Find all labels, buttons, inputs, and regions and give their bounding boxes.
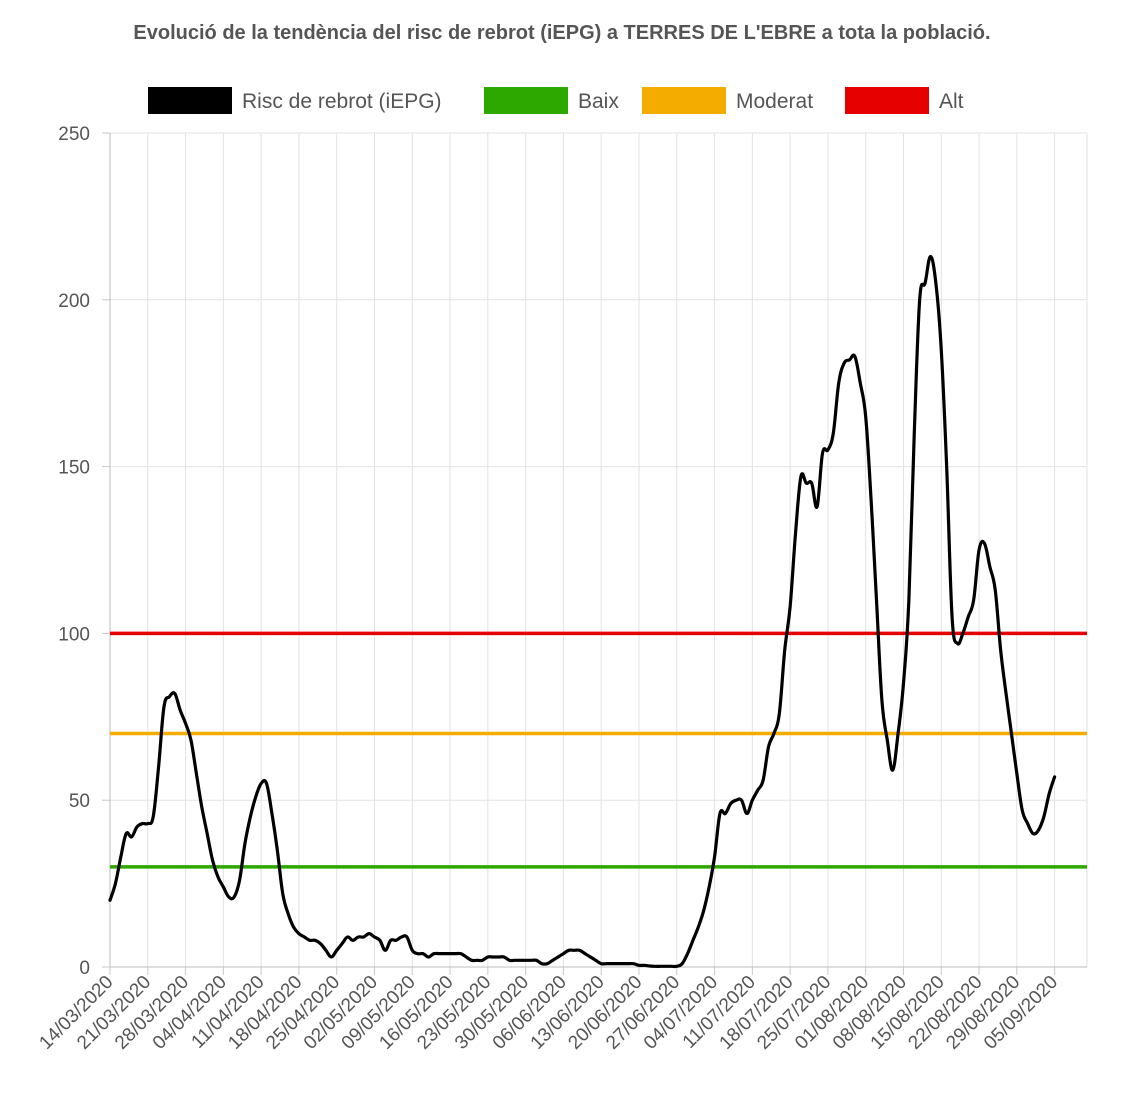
legend-item[interactable]: Baix (484, 87, 619, 114)
y-tick-label: 150 (58, 458, 90, 479)
series-layer (108, 254, 1087, 969)
legend-swatch (484, 87, 568, 114)
chart-title: Evolució de la tendència del risc de reb… (133, 22, 991, 44)
y-tick-label: 100 (58, 624, 90, 645)
legend[interactable]: Risc de rebrot (iEPG) Baix Moderat Alt (148, 87, 964, 114)
y-tick-label: 200 (58, 291, 90, 312)
y-tick-label: 50 (69, 791, 90, 812)
y-tick-label: 250 (58, 124, 90, 145)
grid-layer (109, 132, 1088, 968)
legend-item[interactable]: Moderat (642, 87, 813, 114)
series-line-iepg (108, 254, 1057, 969)
legend-label: Baix (578, 90, 619, 113)
legend-swatch (845, 87, 929, 114)
y-tick-label: 0 (79, 958, 90, 979)
legend-item[interactable]: Risc de rebrot (iEPG) (148, 87, 442, 114)
legend-label: Alt (939, 90, 964, 113)
legend-item[interactable]: Alt (845, 87, 964, 114)
legend-label: Risc de rebrot (iEPG) (242, 90, 442, 113)
legend-label: Moderat (736, 90, 813, 113)
legend-swatch (148, 87, 232, 114)
legend-swatch (642, 87, 726, 114)
